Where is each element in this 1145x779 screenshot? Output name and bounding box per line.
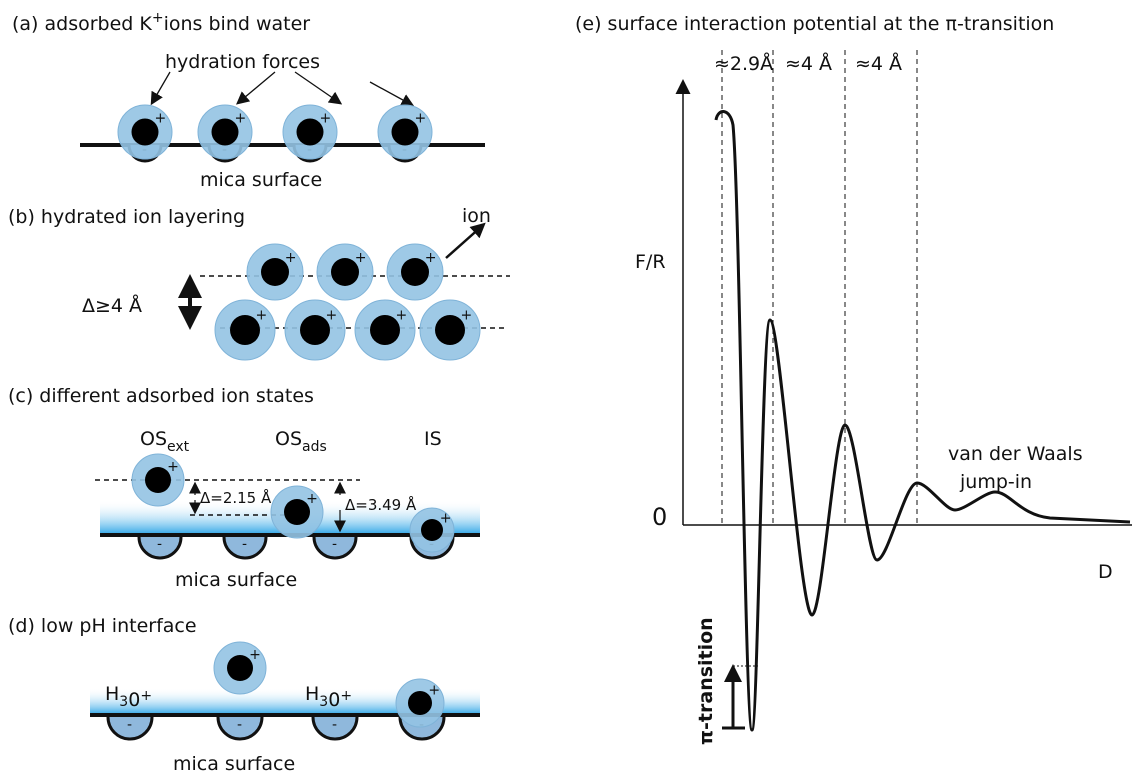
hydronium-part: + [140,688,152,704]
hydronium-part: 3 [319,694,328,710]
ion-label: ion [462,205,491,227]
svg-text:OSext: OSext [140,428,190,455]
title-a-sup: + [152,10,164,26]
hydronium-part: 0 [328,689,340,711]
state: OS [140,428,167,450]
title-d: (d) low pH interface [8,615,197,637]
hydronium-part: 0 [128,689,140,711]
surface-label: mica surface [175,569,297,591]
annotation: van der Waals [948,443,1083,465]
gap-label: Δ=2.15 Å [200,488,272,507]
title-c: (c) different adsorbed ion states [8,385,314,407]
positive-charge: + [355,250,367,266]
title-b: (b) hydrated ion layering [8,206,245,228]
spacing-label: ≈2.9Å [714,52,773,75]
positive-charge: + [249,647,261,663]
hydronium-part: 3 [119,694,128,710]
title-e: (e) surface interaction potential at the… [575,13,1054,35]
svg-text:OSads: OSads [275,428,327,455]
state: OS [275,428,302,450]
negative-charge: - [242,537,247,553]
positive-charge: + [154,111,166,127]
spacing-label: ≈4 Å [785,52,832,75]
positive-charge: + [167,459,179,475]
title-a: (a) adsorbed K [12,13,152,35]
surface-label: mica surface [200,169,322,191]
negative-charge: - [237,717,242,733]
transition-label: π-transition [695,617,717,745]
negative-charge: - [332,717,337,733]
negative-charge: - [332,537,337,553]
state-sub: ext [167,439,190,455]
surface-label: mica surface [173,753,295,775]
positive-charge: + [319,111,331,127]
figure: (a) adsorbed K+ions bind water hydration… [0,0,1145,775]
positive-charge: + [306,491,318,507]
positive-charge: + [396,308,408,324]
negative-charge: - [157,537,162,553]
svg-text:(a) adsorbed K+ions bind water: (a) adsorbed K+ions bind water [12,10,310,35]
title-a-end: ions bind water [164,13,311,35]
gap-label: Δ=3.49 Å [345,495,417,514]
negative-charge: - [127,717,132,733]
zero-label: 0 [652,503,667,531]
positive-charge: + [425,250,437,266]
hydronium-part: + [340,688,352,704]
positive-charge: + [414,111,426,127]
y-axis-label: F/R [635,251,666,273]
positive-charge: + [461,308,473,324]
positive-charge: + [428,683,440,699]
state-sub: ads [302,439,327,455]
spacing-label: Δ≥4 Å [82,294,142,317]
x-axis-label: D [1098,561,1113,583]
hydronium-part: H [105,683,119,705]
positive-charge: + [326,308,338,324]
positive-charge: + [440,510,452,526]
state: IS [424,428,442,450]
hydronium-part: H [305,683,319,705]
positive-charge: + [256,308,268,324]
positive-charge: + [285,250,297,266]
annotation: jump-in [959,471,1032,493]
spacing-label: ≈4 Å [855,52,902,75]
forces-label: hydration forces [165,51,320,73]
positive-charge: + [234,111,246,127]
